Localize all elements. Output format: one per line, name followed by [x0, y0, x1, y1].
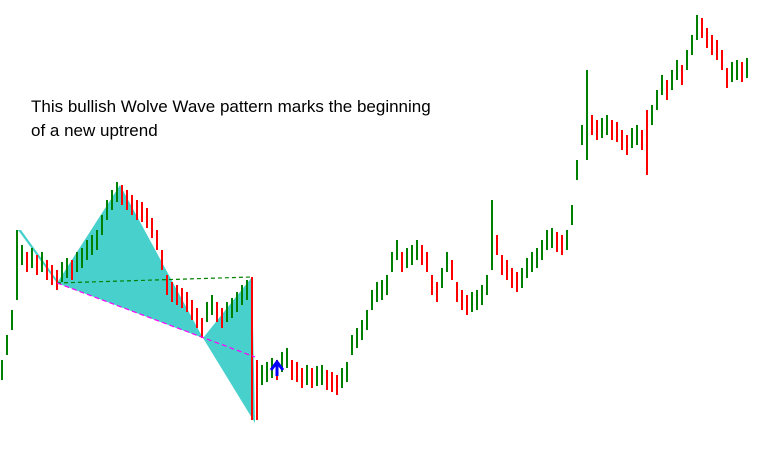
- annotation-text: This bullish Wolve Wave pattern marks th…: [31, 95, 431, 143]
- line-2-5-dashed: [56, 276, 253, 284]
- wave-2-3-4-triangle: [57, 185, 203, 338]
- annotation-line-2: of a new uptrend: [31, 121, 158, 140]
- wave-4-5-triangle: [203, 277, 255, 423]
- line-2-4-dashed: [56, 282, 256, 358]
- buy-arrow-icon: [269, 359, 285, 376]
- annotation-line-1: This bullish Wolve Wave pattern marks th…: [31, 97, 431, 116]
